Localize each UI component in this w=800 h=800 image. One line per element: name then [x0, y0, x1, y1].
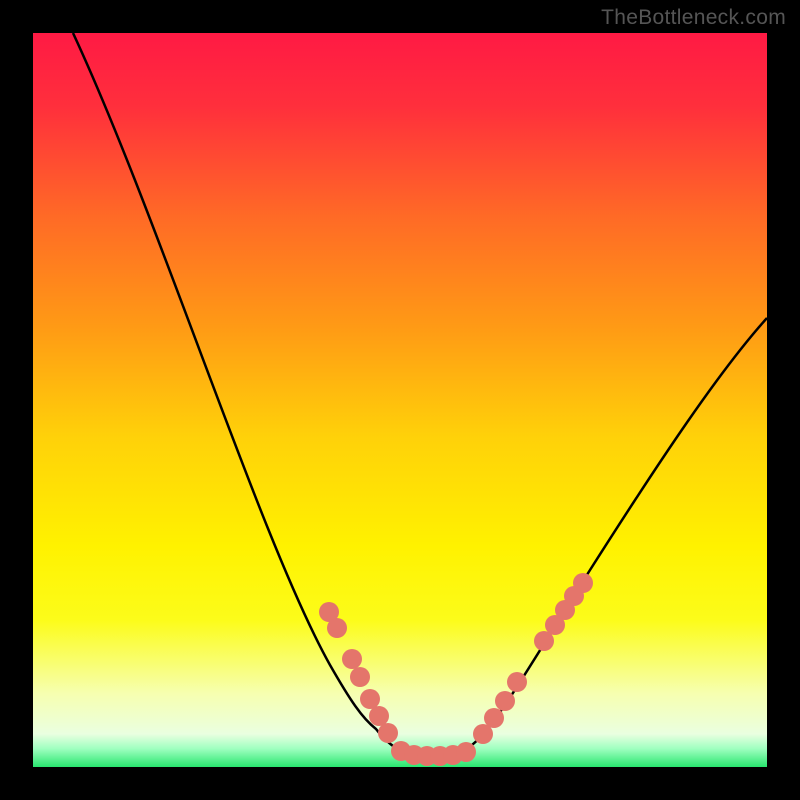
- bottleneck-chart: [0, 0, 800, 800]
- curve-marker: [573, 573, 593, 593]
- curve-marker: [484, 708, 504, 728]
- curve-marker: [507, 672, 527, 692]
- curve-marker: [350, 667, 370, 687]
- curve-marker: [342, 649, 362, 669]
- curve-marker: [378, 723, 398, 743]
- curve-marker: [369, 706, 389, 726]
- curve-marker: [495, 691, 515, 711]
- watermark-text: TheBottleneck.com: [601, 6, 786, 30]
- curve-marker: [456, 742, 476, 762]
- curve-marker: [360, 689, 380, 709]
- chart-stage: TheBottleneck.com: [0, 0, 800, 800]
- curve-marker: [327, 618, 347, 638]
- gradient-background: [33, 33, 767, 767]
